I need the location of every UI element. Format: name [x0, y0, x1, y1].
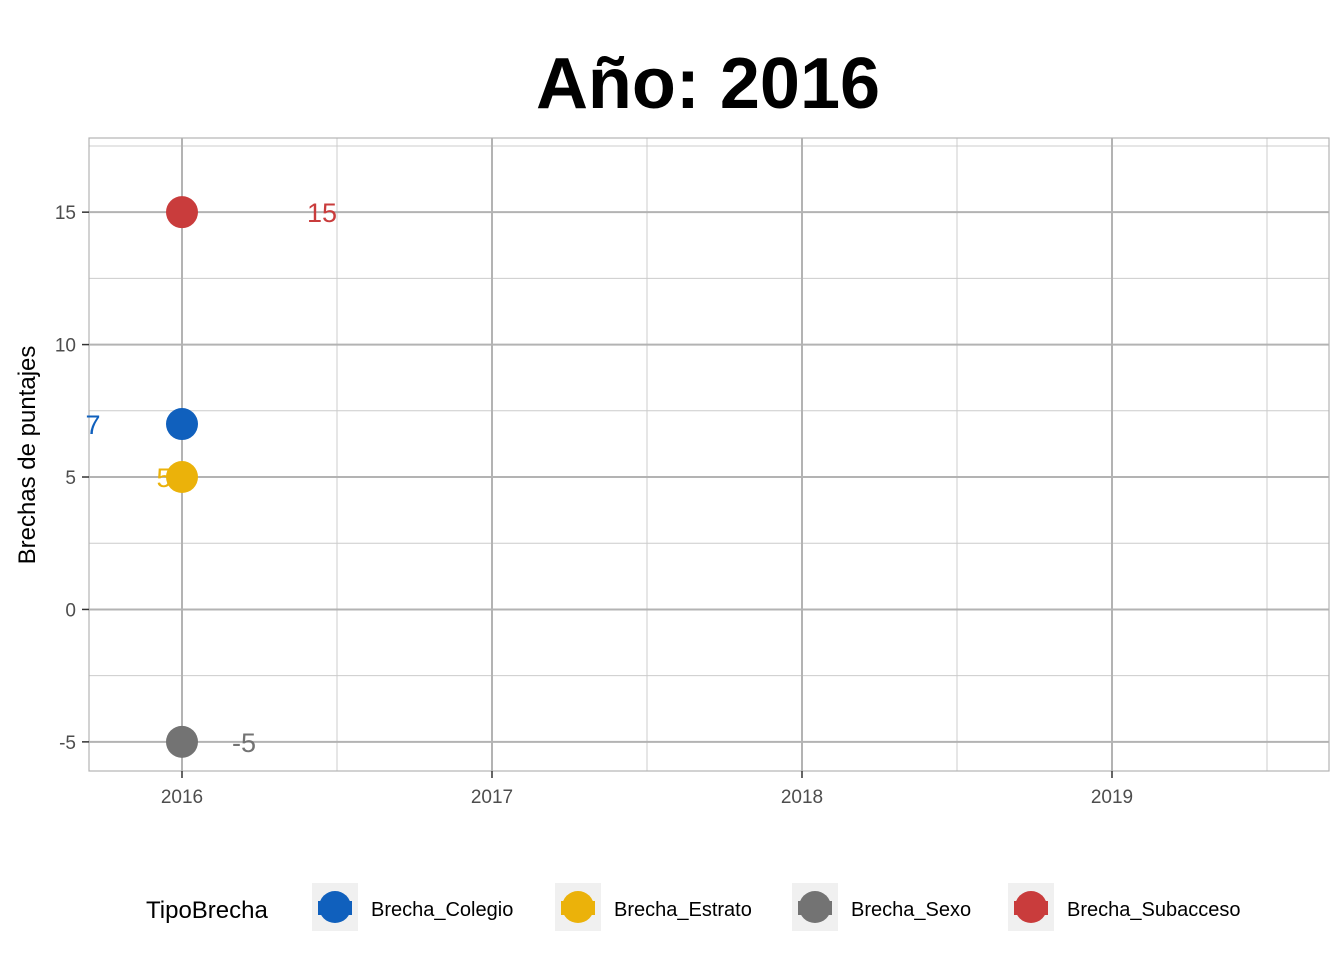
legend-key-point	[799, 891, 831, 923]
y-tick-label: 5	[65, 468, 76, 489]
x-tick-label: 2019	[1091, 787, 1133, 808]
data-label: 15	[307, 198, 337, 228]
x-axis: 2016 2017 2018 2019	[161, 771, 1133, 808]
y-tick-label: 15	[55, 203, 76, 224]
y-tick-label: 0	[65, 600, 76, 621]
legend-key-point	[1015, 891, 1047, 923]
y-tick-label: -5	[59, 733, 76, 754]
legend-item-label: Brecha_Sexo	[851, 899, 971, 921]
chart-title: Año: 2016	[536, 44, 880, 124]
legend-key-point	[562, 891, 594, 923]
data-point	[166, 725, 198, 758]
legend-title: TipoBrecha	[146, 897, 268, 924]
x-tick-label: 2017	[471, 787, 513, 808]
data-point	[166, 408, 198, 441]
x-tick-label: 2018	[781, 787, 823, 808]
data-label: 7	[85, 410, 100, 440]
plot-border	[88, 137, 1330, 772]
data-point	[166, 461, 198, 494]
data-point	[166, 196, 198, 229]
legend-item-label: Brecha_Colegio	[371, 899, 513, 921]
y-axis-title: Brechas de puntajes	[14, 346, 41, 565]
data-label: -5	[232, 728, 256, 758]
data-label: 5	[156, 463, 171, 493]
y-tick-label: 10	[55, 336, 76, 357]
y-axis: -5 0 5 10 15	[55, 203, 89, 754]
legend-item-label: Brecha_Estrato	[614, 899, 752, 921]
legend-item-label: Brecha_Subacceso	[1067, 899, 1240, 921]
legend: TipoBrecha Brecha_Colegio Brecha_Estrato B…	[146, 883, 1240, 931]
legend-key-point	[319, 891, 351, 923]
x-tick-label: 2016	[161, 787, 203, 808]
data-points: 7 5 -5 15	[85, 196, 337, 758]
plot-grid	[89, 138, 1329, 771]
